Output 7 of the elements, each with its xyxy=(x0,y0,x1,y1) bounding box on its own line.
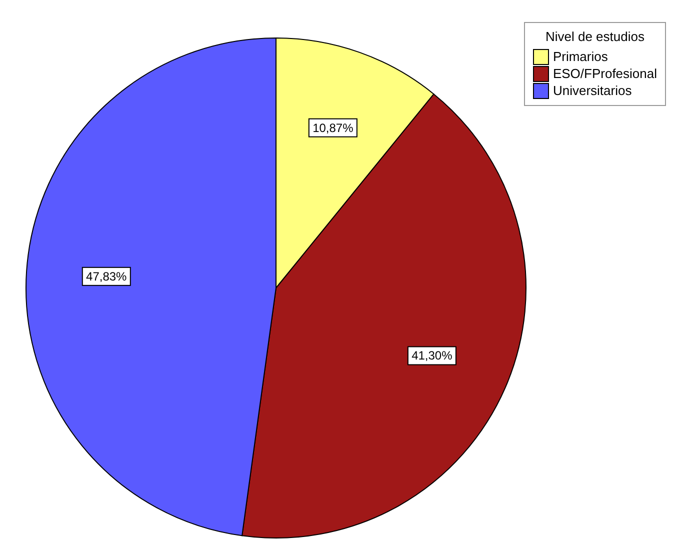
data-label: 41,30% xyxy=(412,348,453,363)
data-label: 10,87% xyxy=(312,120,354,135)
legend-title: Nivel de estudios xyxy=(544,29,646,44)
data-label: 47,83% xyxy=(86,269,128,284)
legend-label: Primarios xyxy=(552,48,608,65)
legend-label: Universitarios xyxy=(552,82,632,99)
legend-label: ESO/FProfesional xyxy=(552,65,657,82)
